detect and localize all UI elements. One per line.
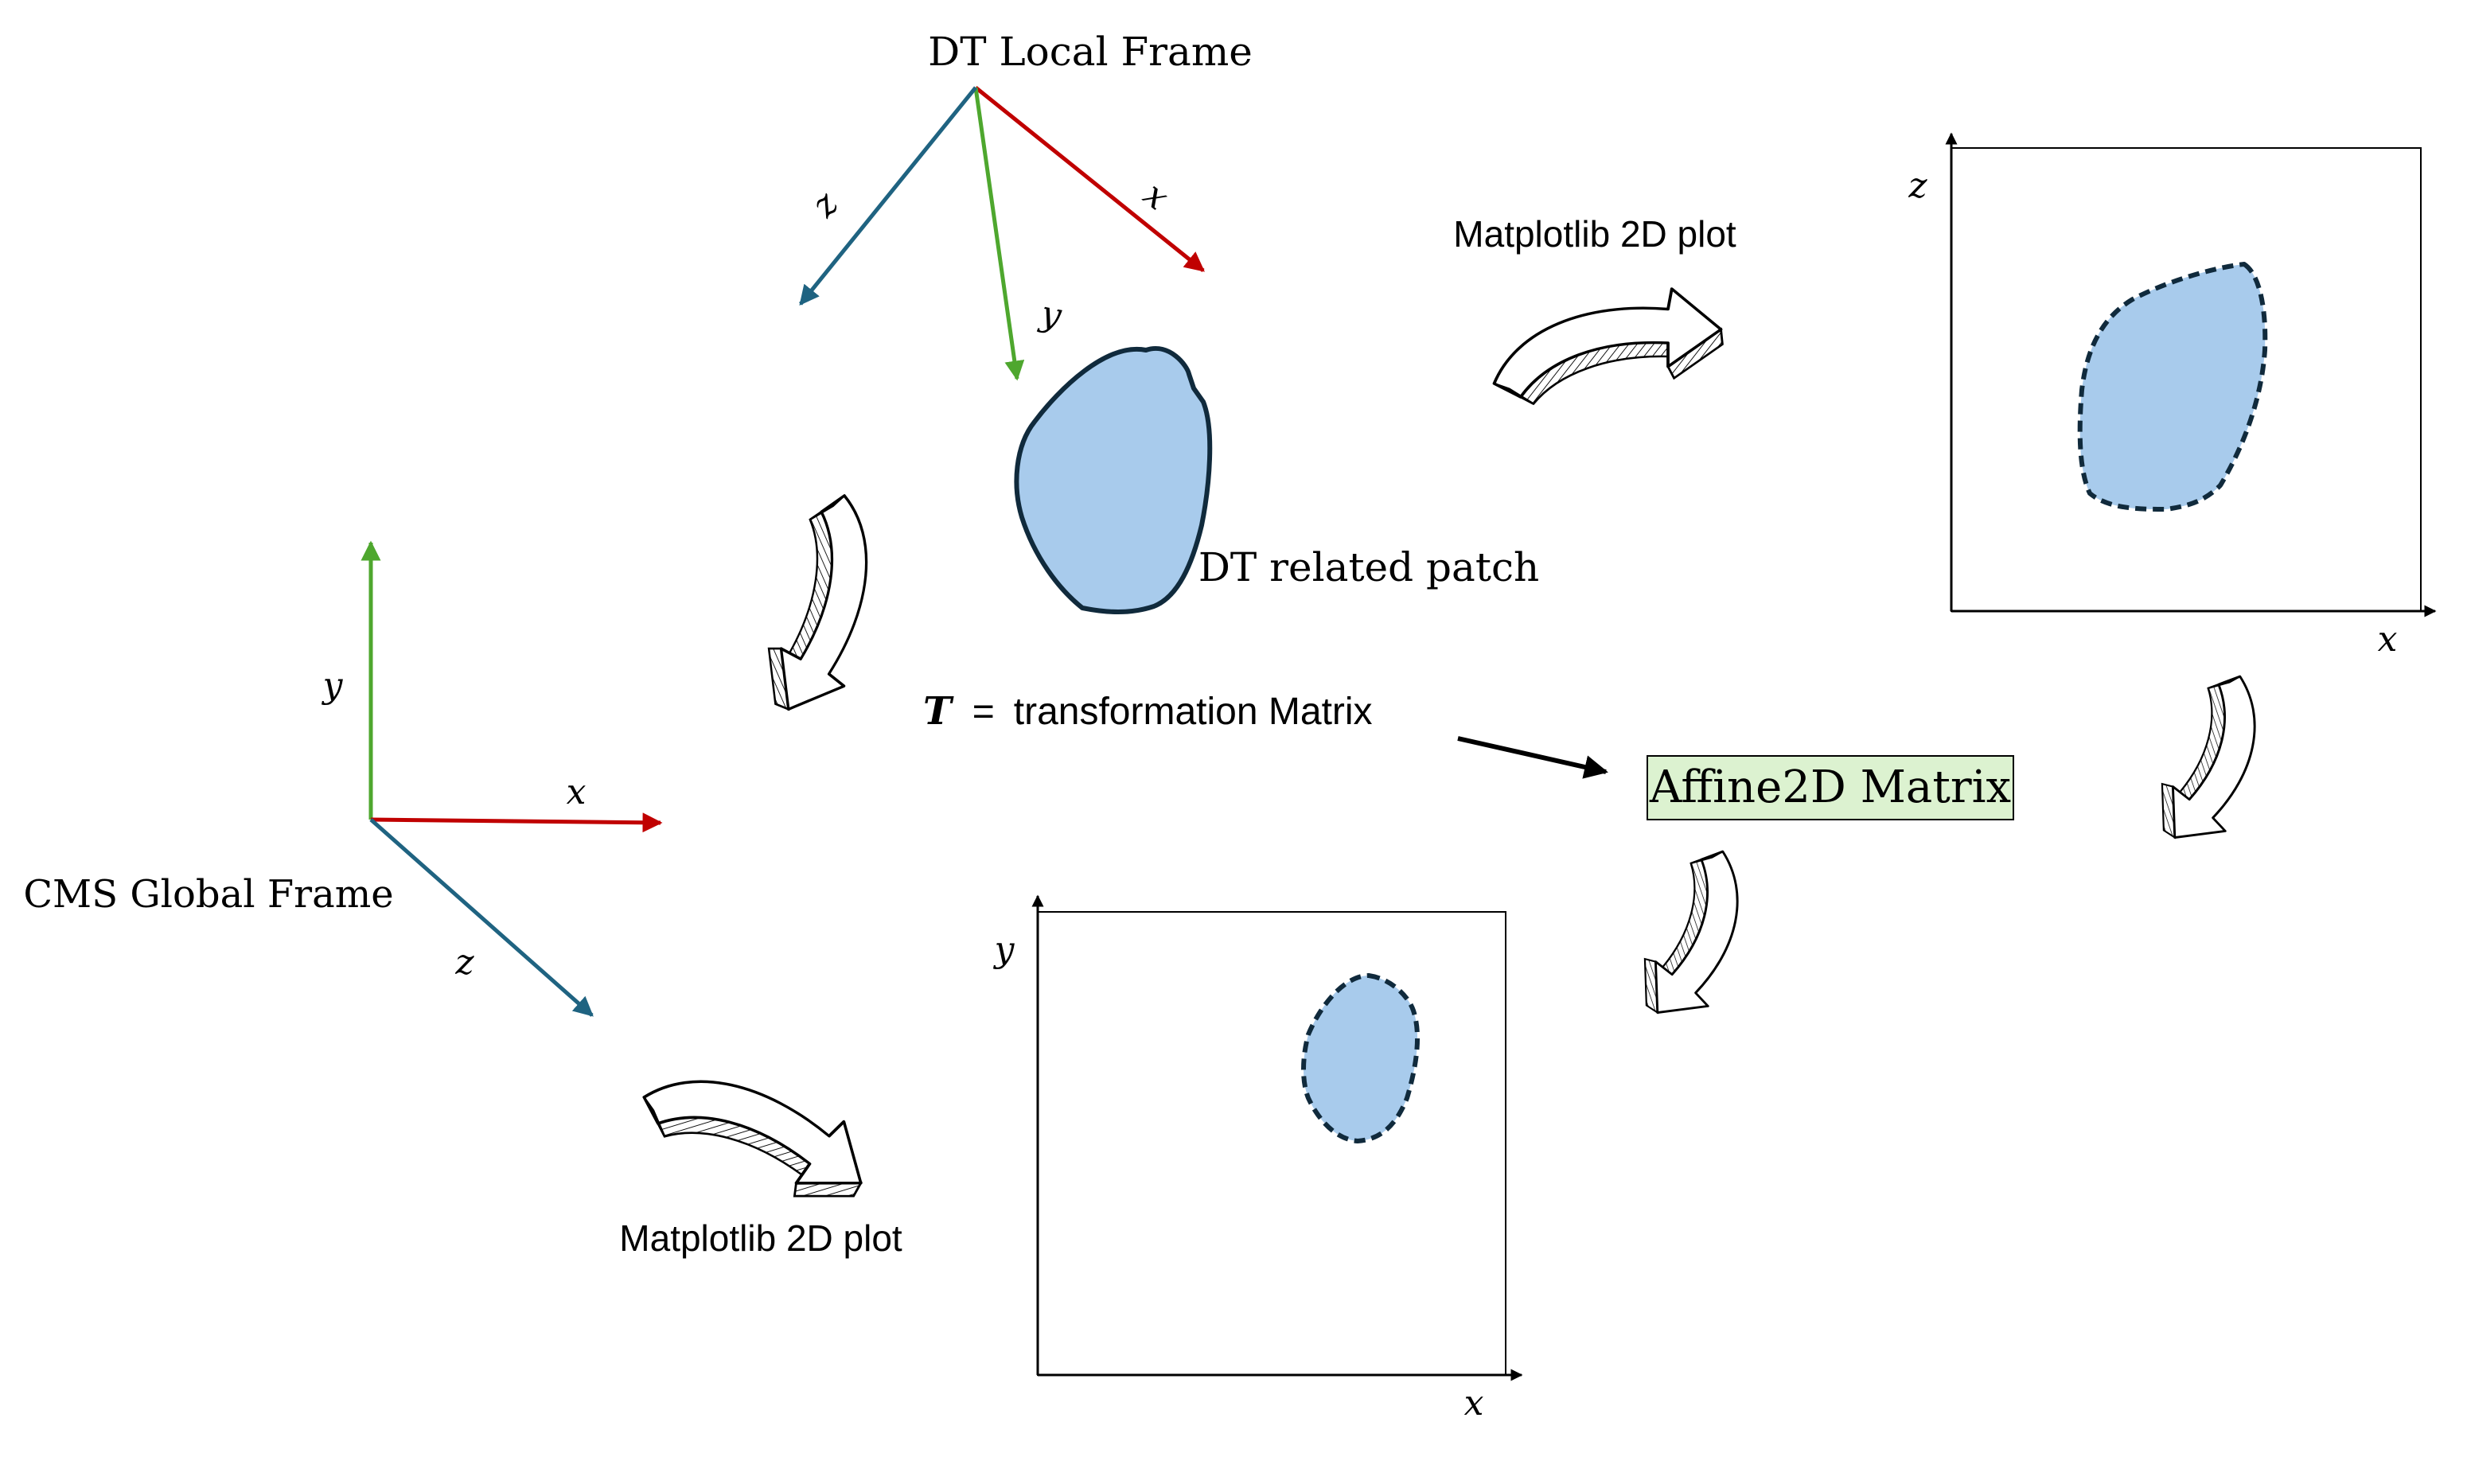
cms-x-label: x (567, 772, 587, 812)
plot-global: x y Matplotlib 2D plot (619, 894, 1523, 1424)
cms-z-label: z (454, 942, 474, 983)
cms-global-frame-title: CMS Global Frame (23, 872, 393, 917)
dt-local-frame-title: DT Local Frame (928, 29, 1253, 75)
transform-symbol: T (923, 689, 954, 734)
plot-local-caption: Matplotlib 2D plot (1453, 213, 1736, 255)
affine-matrix-box: Affine2D Matrix (1647, 755, 2014, 820)
cms-global-frame: y x z CMS Global Frame (23, 540, 663, 1017)
dt-z-axis (799, 86, 977, 306)
plot-local-patch (2077, 262, 2268, 512)
plot-local: Matplotlib 2D plot x z (1453, 132, 2437, 660)
transform-pointer-arrow (1457, 736, 1608, 779)
transform-label: T = transformation Matrix (923, 689, 1608, 779)
plot-global-caption: Matplotlib 2D plot (619, 1217, 902, 1259)
cms-y-label: y (322, 665, 344, 706)
dt-x-axis (974, 86, 1205, 272)
plot-global-frame (1037, 911, 1506, 1376)
affine-matrix-label: Affine2D Matrix (1649, 761, 2011, 813)
cms-x-axis (370, 812, 663, 833)
transform-equals: = (972, 691, 995, 733)
curved-arrow-icon (724, 485, 925, 730)
affine-matrix-background (1647, 755, 2014, 820)
plot-local-y-label: z (1908, 166, 1927, 206)
dt-patch: DT related patch (1014, 346, 1539, 614)
plot-global-x-label: x (1464, 1383, 1484, 1424)
dt-z-label: z (803, 184, 847, 226)
dt-local-frame: DT Local Frame x y z (799, 29, 1253, 381)
dt-x-label: x (1136, 174, 1176, 219)
svg-text:T = transformation: T = transformation Matrix (923, 689, 1373, 734)
dt-y-axis (973, 87, 1025, 381)
curved-arrow-icon (1492, 287, 1725, 406)
curved-arrow-icon (630, 1018, 887, 1247)
plot-local-x-label: x (2378, 619, 2398, 660)
dt-patch-label: DT related patch (1198, 544, 1539, 590)
curved-arrow-icon (2121, 664, 2307, 862)
curved-arrow-icon (1604, 839, 1790, 1037)
cms-z-axis (369, 818, 594, 1017)
plot-global-y-label: y (993, 929, 1015, 970)
dt-patch-shape (1014, 346, 1213, 614)
dt-y-label: y (1036, 293, 1065, 337)
transform-description: transformation Matrix (1014, 691, 1373, 733)
plot-global-patch (1301, 973, 1421, 1143)
